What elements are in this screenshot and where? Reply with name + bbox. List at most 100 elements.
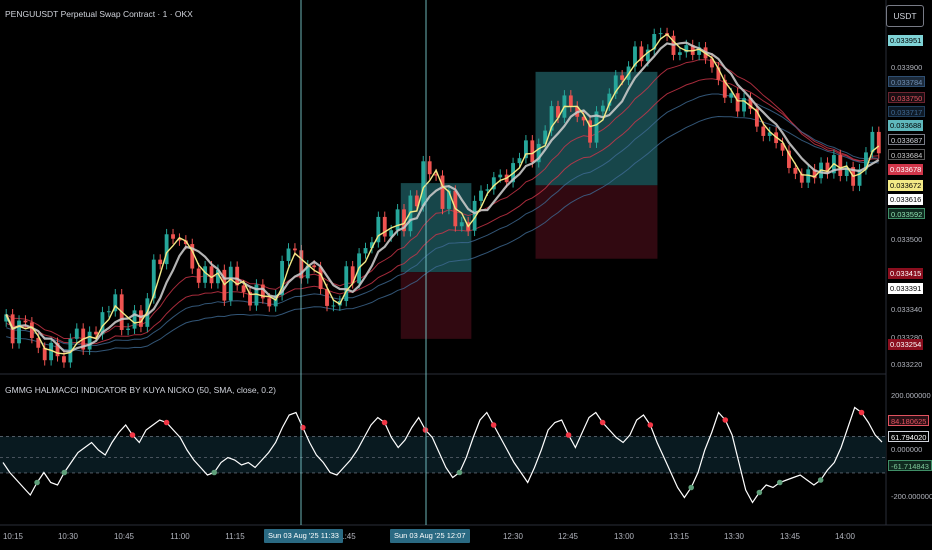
oscillator-band [0,436,886,473]
price-tick: 0.033500 [891,235,923,244]
time-tick: 13:30 [723,532,745,541]
candle-body [684,45,689,53]
candle-body [543,130,548,144]
candle-body [17,320,21,344]
price-label: 0.033687 [888,134,926,145]
time-tick: 11:00 [170,532,190,541]
ribbon-line-3 [6,93,879,347]
symbol-title: PENGUUSDT Perpetual Swap Contract · 1 · … [5,9,193,19]
candle-body [402,209,406,232]
candle-body [876,131,881,154]
price-tick: 0.033340 [891,305,923,314]
candle-body [216,269,220,284]
candle-body [267,298,272,307]
candle-body [305,265,310,279]
candle-body [645,49,650,62]
candle-body [523,140,528,159]
sell-signal-dot [381,419,388,426]
candle-body [241,285,246,293]
price-tick: 0.033280 [891,333,923,342]
candle-body [4,314,9,322]
candle-body [754,108,759,127]
candle-body [331,305,336,307]
oscillator-line [2,406,883,504]
candle-body [434,174,439,176]
candle-body [838,155,843,176]
buy-signal-dot [817,477,824,483]
candle-body [864,152,868,170]
price-label: 0.033254 [888,339,924,350]
sell-signal-dot [490,422,497,428]
candle-body [42,347,47,361]
moving-averages [5,33,880,355]
candle-body [742,98,746,112]
price-label: 0.033678 [888,164,924,175]
candle-body [761,126,766,136]
time-tick: 10:45 [113,532,135,541]
indicator-label: 61.794020 [888,431,930,442]
stop-loss-zone-1 [400,272,472,339]
candle-body [344,266,349,302]
candle-body [729,93,734,98]
candle-body [350,266,355,284]
candle-body [369,242,374,249]
buy-signal-dot [61,469,68,476]
candle-body [710,58,714,68]
candle-body [498,174,503,178]
crosshair-time-label: Sun 03 Aug '25 12:07 [390,529,470,543]
candle-body [113,294,118,312]
currency-button[interactable]: USDT [886,5,924,27]
ribbon-line-4 [6,115,879,353]
candle-body [23,320,28,323]
candle-body [825,162,830,174]
time-tick: 12:45 [557,532,579,541]
candle-body [639,46,644,62]
candle-body [459,222,464,227]
candle-body [29,322,34,338]
sell-signal-dot [163,419,170,426]
candle-body [485,189,490,191]
candle-body [427,161,432,175]
sell-signal-dot [565,432,572,438]
time-tick: 10:30 [57,532,79,541]
candle-body [613,75,618,94]
oscillator-pane [0,406,886,504]
sell-signal-dot [647,422,654,428]
candle-body [440,175,445,209]
indicator-tick: -200.000000 [891,492,932,501]
sell-signal-dot [858,409,865,416]
price-tick: 0.033220 [891,360,923,369]
price-label: 0.033415 [888,268,924,279]
candle-body [767,132,772,136]
candle-body [293,248,297,251]
candle-body [209,266,214,284]
candle-body [196,268,201,283]
candle-body [421,161,426,207]
candle-body [549,106,554,131]
candle-body [62,356,66,363]
stop-loss-zone-2 [535,185,658,259]
price-label: 0.033717 [888,106,926,117]
candle-body [171,234,175,239]
candle-body [228,266,233,301]
candle-body [106,311,111,313]
candle-body [126,328,131,330]
candle-body [588,120,592,143]
candle-body [312,265,317,268]
candle-body [607,93,612,106]
ribbon-line-2 [6,78,879,345]
candle-body [151,259,156,299]
candle-body [517,158,522,164]
candle-body [697,47,702,55]
buy-signal-dot [456,469,463,476]
candle-body [793,167,798,174]
crosshair-lines [300,0,427,525]
candle-body [87,331,92,350]
candle-body [132,310,137,329]
price-label: 0.033592 [888,208,926,219]
time-tick: 12:30 [502,532,524,541]
candle-body [690,45,695,55]
indicator-title: GMMG HALMACCI INDICATOR BY KUYA NICKO (5… [5,385,276,395]
candle-body [395,209,400,231]
